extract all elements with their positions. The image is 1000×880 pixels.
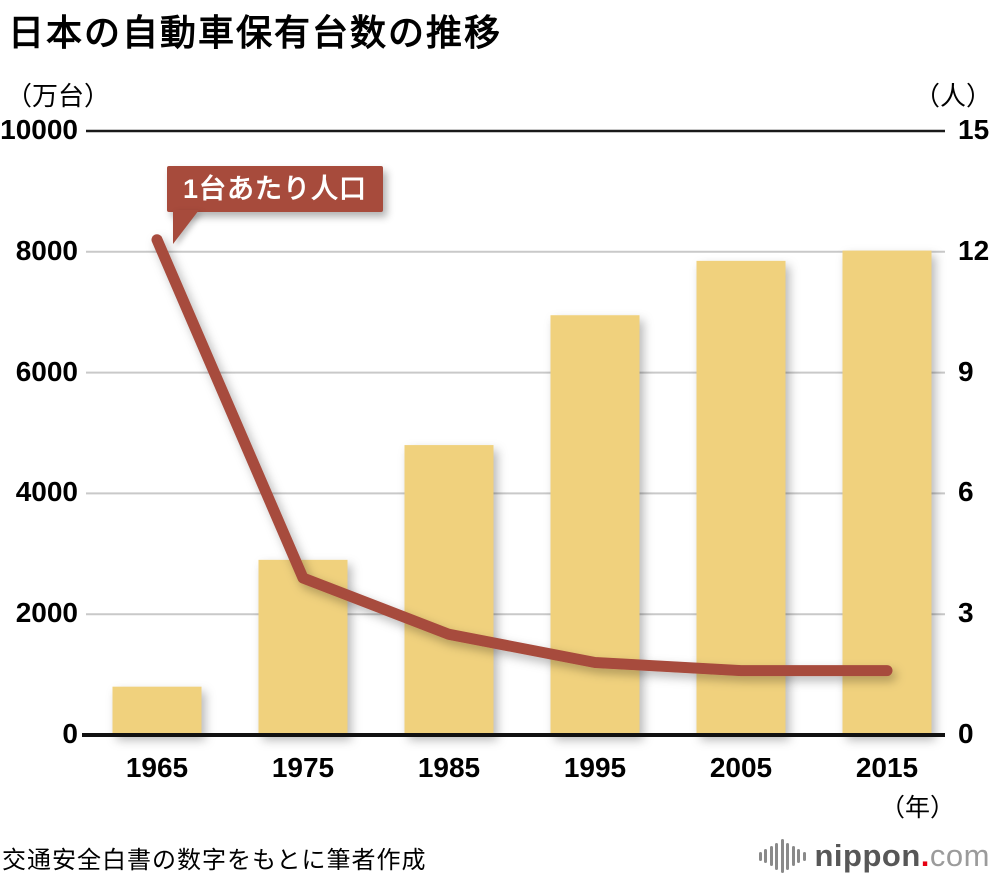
soundwave-bar-3	[775, 842, 778, 870]
soundwave-bar-0	[758, 851, 762, 861]
line-people-per-car	[151, 234, 893, 677]
nippon-com-logo: nippon.com	[758, 836, 991, 876]
x-axis-unit-label: （年）	[879, 794, 955, 822]
logo-dot: .	[920, 838, 930, 873]
chart-title: 日本の自動車保有台数の推移	[8, 12, 503, 53]
callout-label: 1台あたり人口	[182, 174, 368, 204]
bar-1965	[112, 686, 202, 735]
logo-text-nippon: nippon	[814, 838, 921, 873]
soundwave-bar-6	[791, 846, 795, 866]
left-axis-unit-label: （万台）	[6, 81, 111, 111]
soundwave-bar-1	[764, 849, 767, 863]
soundwave-bar-8	[802, 851, 806, 861]
line-series-callout: 1台あたり人口	[167, 166, 383, 244]
soundwave-bar-2	[769, 846, 773, 866]
logo-wordmark: nippon.com	[815, 838, 991, 874]
soundwave-bar-4	[780, 839, 784, 873]
bar-1985	[404, 445, 494, 735]
bar-2005	[696, 260, 786, 735]
soundwave-bar-7	[797, 849, 800, 863]
soundwave-bar-5	[786, 842, 789, 870]
logo-text-com: com	[929, 838, 990, 873]
right-axis-unit-label: （人）	[913, 81, 992, 111]
bar-2015	[842, 250, 932, 736]
bar-1995	[550, 315, 640, 735]
callout-tail-pointer	[173, 210, 199, 244]
source-note: 交通安全白書の数字をもとに筆者作成	[2, 847, 427, 874]
soundwave-logo-icon	[758, 836, 806, 876]
